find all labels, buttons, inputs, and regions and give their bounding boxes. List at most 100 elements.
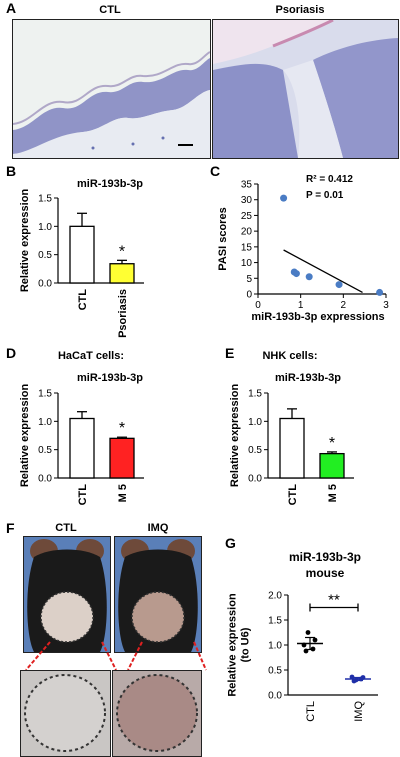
x-tick-label: CTL [77, 289, 89, 311]
y-tick-label: 1.5 [38, 389, 52, 400]
x-tick-label: M 5 [327, 484, 339, 502]
bar-m-5 [109, 437, 135, 479]
zoom-arrows [25, 641, 207, 671]
data-point [351, 678, 357, 684]
bar-ctl [69, 417, 95, 479]
data-point [303, 648, 309, 654]
panel-letter-c: C [210, 163, 221, 179]
panel-a-psoriasis-label: Psoriasis [275, 4, 325, 16]
x-axis-label: miR-193b-3p expressions [251, 311, 384, 323]
data-point [335, 281, 343, 289]
significance-marker: * [329, 435, 335, 452]
data-point [349, 674, 355, 680]
y-tick-label: 20 [241, 227, 253, 238]
panel-letter-b: B [6, 163, 17, 179]
panel-f-imq-label: IMQ [147, 522, 169, 534]
bar-ctl [69, 225, 95, 284]
x-tick-label: Psoriasis [117, 289, 129, 338]
significance-marker: * [119, 420, 125, 437]
bar-ctl [279, 417, 305, 479]
imq-skin-closeup-photo [112, 670, 202, 757]
psoriasis-skin-histology-image [212, 19, 399, 159]
panel-e-title: miR-193b-3p [274, 372, 342, 384]
y-tick-label: 0.5 [268, 666, 282, 677]
y-tick-label: 1.0 [38, 417, 52, 428]
x-tick-label: CTL [305, 701, 317, 722]
data-point [280, 194, 288, 202]
y-tick-label: 1.0 [38, 222, 52, 233]
panel-f-ctl-label: CTL [55, 522, 77, 534]
y-tick-label: 0.0 [38, 279, 52, 290]
y-tick-label: 0.0 [248, 474, 262, 485]
x-tick-label: 1 [298, 300, 304, 311]
y-tick-label: 1.5 [38, 194, 52, 205]
y-tick-label: 0.5 [38, 250, 52, 261]
ctl-skin-closeup-photo [20, 670, 111, 757]
y-axis-label: Relative expression [19, 189, 31, 293]
y-tick-label: 0.0 [38, 474, 52, 485]
x-tick-label: M 5 [117, 484, 129, 502]
y-tick-label: 30 [241, 195, 253, 206]
panel-d-cell-label: HaCaT cells: [57, 350, 125, 362]
data-point [292, 270, 300, 278]
y-tick-label: 5 [246, 274, 252, 285]
panel-g-title-line2: mouse [305, 566, 345, 580]
panel-d-title: miR-193b-3p [76, 372, 144, 384]
y-tick-label: 0.5 [38, 445, 52, 456]
panel-e-cell-label: NHK cells: [262, 350, 318, 362]
y-axis-label: PASI scores [217, 207, 229, 270]
x-tick-label: 2 [341, 300, 347, 311]
r-squared-label: R² = 0.412 [306, 174, 353, 185]
data-point [376, 288, 384, 296]
panel-a-ctl-label: CTL [99, 4, 121, 16]
panel-letter-f: F [6, 520, 15, 536]
panel-letter-d: D [6, 345, 17, 361]
y-tick-label: 0.5 [248, 445, 262, 456]
chart-c: 0 5 10 15 20 25 30 35 0 1 2 3 PASI scores miR-193b-3p… [217, 174, 389, 323]
imq-mouse-photo [114, 536, 202, 653]
y-tick-label: 35 [241, 180, 253, 191]
x-tick-label: CTL [287, 484, 299, 506]
panel-letter-g: G [225, 535, 236, 551]
y-tick-label: 1.0 [248, 417, 262, 428]
y-tick-label: 1.5 [268, 616, 282, 627]
ctl-mouse-photo [23, 536, 111, 653]
chart-e: 0.0 0.5 1.0 1.5 Relative expression CTL M 5 * [229, 384, 354, 506]
chart-d: 0.0 0.5 1.0 1.5 Relative expression CTL M 5 * [19, 384, 144, 506]
y-tick-label: 1.0 [268, 641, 282, 652]
y-tick-label: 0 [246, 290, 252, 301]
panel-letter-a: A [6, 0, 17, 16]
trend-line [283, 249, 363, 294]
significance-marker: ** [328, 592, 340, 609]
bar-m-5 [319, 452, 345, 479]
p-value-label: P = 0.01 [306, 190, 344, 201]
data-point [305, 630, 311, 635]
x-tick-label: CTL [77, 484, 89, 506]
y-tick-label: 10 [241, 258, 253, 269]
data-point [360, 675, 366, 680]
significance-marker: * [119, 243, 125, 260]
x-tick-label: IMQ [353, 701, 365, 722]
data-point [305, 273, 313, 281]
data-point [301, 642, 307, 648]
data-point [312, 637, 318, 643]
panel-letter-e: E [225, 345, 235, 361]
panel-g-title-line1: miR-193b-3p [288, 550, 362, 564]
y-axis-label: Relative expression [229, 384, 241, 488]
y-tick-label: 0.0 [268, 691, 282, 702]
y-axis-label: Relative expression [19, 384, 31, 488]
bar-psoriasis [109, 263, 135, 284]
x-tick-label: 3 [383, 300, 389, 311]
y-tick-label: 15 [241, 242, 253, 253]
y-axis-label: (to U6) [240, 627, 252, 662]
y-tick-label: 1.5 [248, 389, 262, 400]
chart-g: 0.0 0.5 1.0 1.5 2.0 Relative expression (to U6… [227, 591, 378, 722]
y-tick-label: 2.0 [268, 591, 282, 602]
x-tick-label: 0 [255, 300, 261, 311]
y-tick-label: 25 [241, 211, 253, 222]
panel-b-title: miR-193b-3p [76, 178, 144, 190]
ctl-skin-histology-image [12, 19, 211, 159]
chart-b: 0.0 0.5 1.0 1.5 Relative expression CTL Psoria… [19, 189, 144, 338]
data-point [310, 646, 316, 652]
y-axis-label: Relative expression [227, 593, 239, 697]
